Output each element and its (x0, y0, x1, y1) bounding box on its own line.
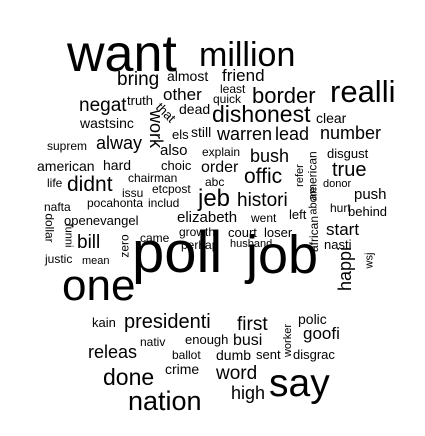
word: done (103, 364, 155, 390)
word: still (191, 124, 212, 140)
word: releas (88, 342, 138, 362)
word: perhap (181, 238, 219, 252)
word: poll (132, 220, 223, 285)
word: funni (62, 223, 75, 248)
word: disgust (327, 146, 369, 161)
word: american (37, 158, 95, 174)
word: start (326, 220, 360, 239)
word: one (62, 261, 136, 310)
word: came (140, 231, 170, 245)
word: job (246, 225, 319, 285)
word: nafta (44, 200, 71, 214)
word: zero (117, 234, 132, 258)
word: histori (237, 190, 288, 211)
word: abc (205, 175, 225, 189)
word: chairman (128, 171, 178, 185)
word: jeb (198, 185, 231, 212)
word: hurt (330, 201, 351, 215)
word: hard (103, 157, 132, 173)
word: donor (323, 178, 352, 190)
word: wsj (363, 252, 376, 269)
word: loser (264, 225, 293, 240)
word: polic (298, 311, 327, 327)
word: suprem (47, 139, 88, 153)
word: abore (307, 186, 320, 215)
word: least (220, 82, 246, 96)
word: almost (167, 68, 209, 84)
word: disgrac (293, 347, 335, 362)
word: alway (96, 133, 143, 153)
word: want (67, 25, 177, 83)
word: dead (179, 101, 211, 117)
word: enough (185, 332, 229, 347)
word: realli (330, 74, 396, 109)
word: dumb (216, 347, 252, 363)
word: other (163, 85, 202, 104)
word: border (252, 83, 316, 108)
word: sinc (109, 115, 134, 131)
word: issu (122, 186, 144, 200)
word: sent (256, 347, 281, 362)
word: million (199, 36, 296, 74)
word: ballot (172, 348, 201, 362)
word: truth (127, 93, 154, 108)
word: includ (148, 196, 180, 210)
word: dishonest (212, 101, 311, 127)
word: dollar (42, 213, 57, 243)
word: happi (335, 246, 356, 292)
word: explain (202, 145, 241, 159)
word: elizabeth (177, 209, 238, 226)
word: mean (82, 255, 110, 267)
word: kain (92, 315, 116, 330)
word: presidenti (124, 311, 211, 333)
word: offic (244, 165, 283, 188)
word: crime (165, 361, 200, 377)
word: negat (79, 95, 127, 116)
word: friend (222, 66, 265, 85)
word: court (228, 225, 257, 240)
word: behind (348, 204, 388, 219)
word: also (160, 142, 188, 159)
word: push (354, 186, 387, 203)
word: order (201, 159, 239, 176)
word: nasti (324, 237, 352, 252)
word: went (251, 211, 277, 225)
word: openevangel (64, 213, 139, 228)
word: nativ (140, 335, 166, 349)
word: life (47, 176, 63, 190)
word: lead (275, 124, 310, 144)
word: pocahonta (87, 196, 144, 210)
word: justic (45, 252, 73, 266)
word: goofi (303, 324, 340, 343)
word: quick (213, 92, 242, 106)
word: busi (233, 332, 263, 349)
word: nation (128, 386, 202, 416)
word: growth (179, 225, 216, 239)
word: warren (217, 124, 273, 144)
word: husband (230, 238, 273, 250)
word: true (332, 159, 367, 181)
word: clear (316, 110, 347, 126)
word: bush (250, 146, 290, 166)
word: first (237, 314, 268, 335)
word: refer (293, 164, 306, 187)
word: els (172, 127, 189, 142)
word: say (269, 362, 330, 405)
word: etcpost (152, 182, 191, 196)
word: word (216, 363, 258, 384)
word: high (231, 383, 266, 403)
word: choic (161, 158, 192, 173)
word: number (320, 123, 382, 143)
word: bill (77, 232, 101, 253)
word: bring (117, 69, 160, 90)
word: left (289, 207, 307, 222)
word: wast (80, 115, 109, 131)
word: didnt (67, 173, 113, 196)
